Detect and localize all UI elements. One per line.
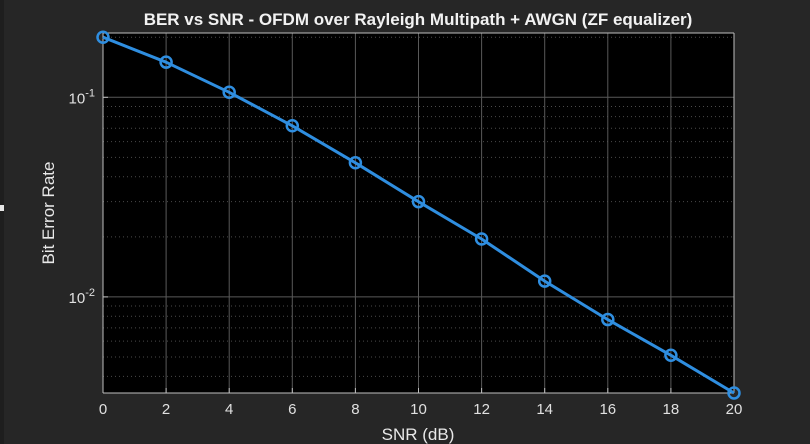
x-tick-label: 16: [599, 401, 616, 418]
data-point-marker: [727, 386, 741, 400]
figure-left-tick: [0, 205, 4, 211]
data-point-marker: [601, 312, 615, 327]
y-tick-label: 10-2: [69, 287, 95, 307]
x-tick-label: 2: [162, 401, 170, 418]
data-point-marker: [96, 30, 110, 44]
data-point-marker: [411, 194, 426, 209]
figure-left-edge: [0, 0, 4, 444]
series-line: [102, 35, 735, 395]
tick-labels: 0 2 4 6 8 10 12 14 16 18 20 10-1 10-2: [69, 87, 743, 418]
axes: [102, 32, 735, 394]
x-tick-label: 6: [288, 401, 296, 418]
data-point-marker: [664, 348, 678, 363]
x-tick-label: 8: [351, 401, 359, 418]
grid: [102, 33, 735, 393]
chart-title: BER vs SNR - OFDM over Rayleigh Multipat…: [144, 10, 693, 29]
x-tick-label: 0: [99, 401, 107, 418]
data-point-marker: [159, 55, 173, 69]
x-tick-label: 12: [473, 401, 490, 418]
y-tick-label: 10-1: [69, 87, 95, 107]
series-group: [96, 30, 741, 400]
x-tick-label: 10: [410, 401, 427, 418]
data-point-marker: [537, 274, 552, 288]
data-point-marker: [285, 119, 300, 133]
y-axis-label: Bit Error Rate: [39, 162, 58, 265]
x-tick-label: 18: [663, 401, 680, 418]
x-tick-label: 20: [726, 401, 743, 418]
x-tick-label: 14: [536, 401, 553, 418]
data-point-marker: [348, 156, 363, 170]
x-axis-label: SNR (dB): [382, 425, 455, 444]
data-point-marker: [222, 85, 236, 100]
x-tick-label: 4: [225, 401, 233, 418]
data-point-marker: [474, 232, 489, 246]
